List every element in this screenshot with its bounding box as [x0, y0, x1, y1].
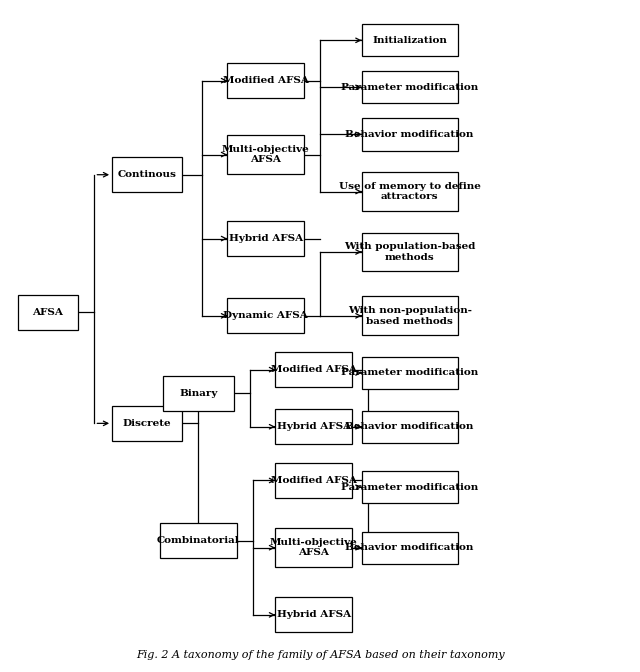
FancyBboxPatch shape: [362, 118, 458, 151]
Text: Hybrid AFSA: Hybrid AFSA: [276, 422, 351, 431]
Text: Behavior modification: Behavior modification: [346, 543, 474, 552]
Text: Behavior modification: Behavior modification: [346, 422, 474, 431]
Text: Initialization: Initialization: [372, 36, 447, 45]
FancyBboxPatch shape: [112, 406, 182, 441]
FancyBboxPatch shape: [17, 295, 79, 330]
FancyBboxPatch shape: [362, 71, 458, 103]
Text: With population-based
methods: With population-based methods: [344, 243, 476, 261]
FancyBboxPatch shape: [227, 298, 304, 333]
Text: Parameter modification: Parameter modification: [341, 368, 478, 378]
FancyBboxPatch shape: [362, 357, 458, 389]
FancyBboxPatch shape: [362, 296, 458, 335]
Text: Multi-objective
AFSA: Multi-objective AFSA: [221, 145, 310, 164]
FancyBboxPatch shape: [227, 63, 304, 98]
Text: Multi-objective
AFSA: Multi-objective AFSA: [269, 538, 358, 557]
Text: Discrete: Discrete: [123, 419, 172, 428]
FancyBboxPatch shape: [227, 135, 304, 174]
Text: Fig. 2 A taxonomy of the family of AFSA based on their taxonomy: Fig. 2 A taxonomy of the family of AFSA …: [136, 650, 504, 660]
Text: Hybrid AFSA: Hybrid AFSA: [276, 610, 351, 620]
FancyBboxPatch shape: [362, 172, 458, 211]
FancyBboxPatch shape: [112, 157, 182, 192]
Text: Parameter modification: Parameter modification: [341, 83, 478, 92]
FancyBboxPatch shape: [362, 24, 458, 56]
FancyBboxPatch shape: [275, 352, 352, 387]
FancyBboxPatch shape: [275, 597, 352, 632]
Text: AFSA: AFSA: [33, 308, 63, 317]
FancyBboxPatch shape: [275, 528, 352, 567]
FancyBboxPatch shape: [160, 523, 237, 558]
Text: With non-population-
based methods: With non-population- based methods: [348, 306, 472, 325]
Text: Behavior modification: Behavior modification: [346, 130, 474, 139]
Text: Use of memory to define
attractors: Use of memory to define attractors: [339, 182, 481, 201]
Text: Combinatorial: Combinatorial: [157, 536, 240, 546]
FancyBboxPatch shape: [275, 463, 352, 498]
Text: Modified AFSA: Modified AFSA: [271, 365, 356, 374]
Text: Continous: Continous: [118, 170, 177, 179]
Text: Parameter modification: Parameter modification: [341, 482, 478, 492]
FancyBboxPatch shape: [362, 233, 458, 271]
Text: Modified AFSA: Modified AFSA: [223, 76, 308, 85]
FancyBboxPatch shape: [362, 411, 458, 443]
Text: Hybrid AFSA: Hybrid AFSA: [228, 234, 303, 243]
Text: Binary: Binary: [179, 388, 218, 398]
Text: Modified AFSA: Modified AFSA: [271, 476, 356, 485]
FancyBboxPatch shape: [362, 532, 458, 564]
FancyBboxPatch shape: [163, 376, 234, 411]
FancyBboxPatch shape: [227, 221, 304, 256]
FancyBboxPatch shape: [362, 471, 458, 503]
Text: Dynamic AFSA: Dynamic AFSA: [223, 311, 308, 321]
FancyBboxPatch shape: [275, 409, 352, 444]
